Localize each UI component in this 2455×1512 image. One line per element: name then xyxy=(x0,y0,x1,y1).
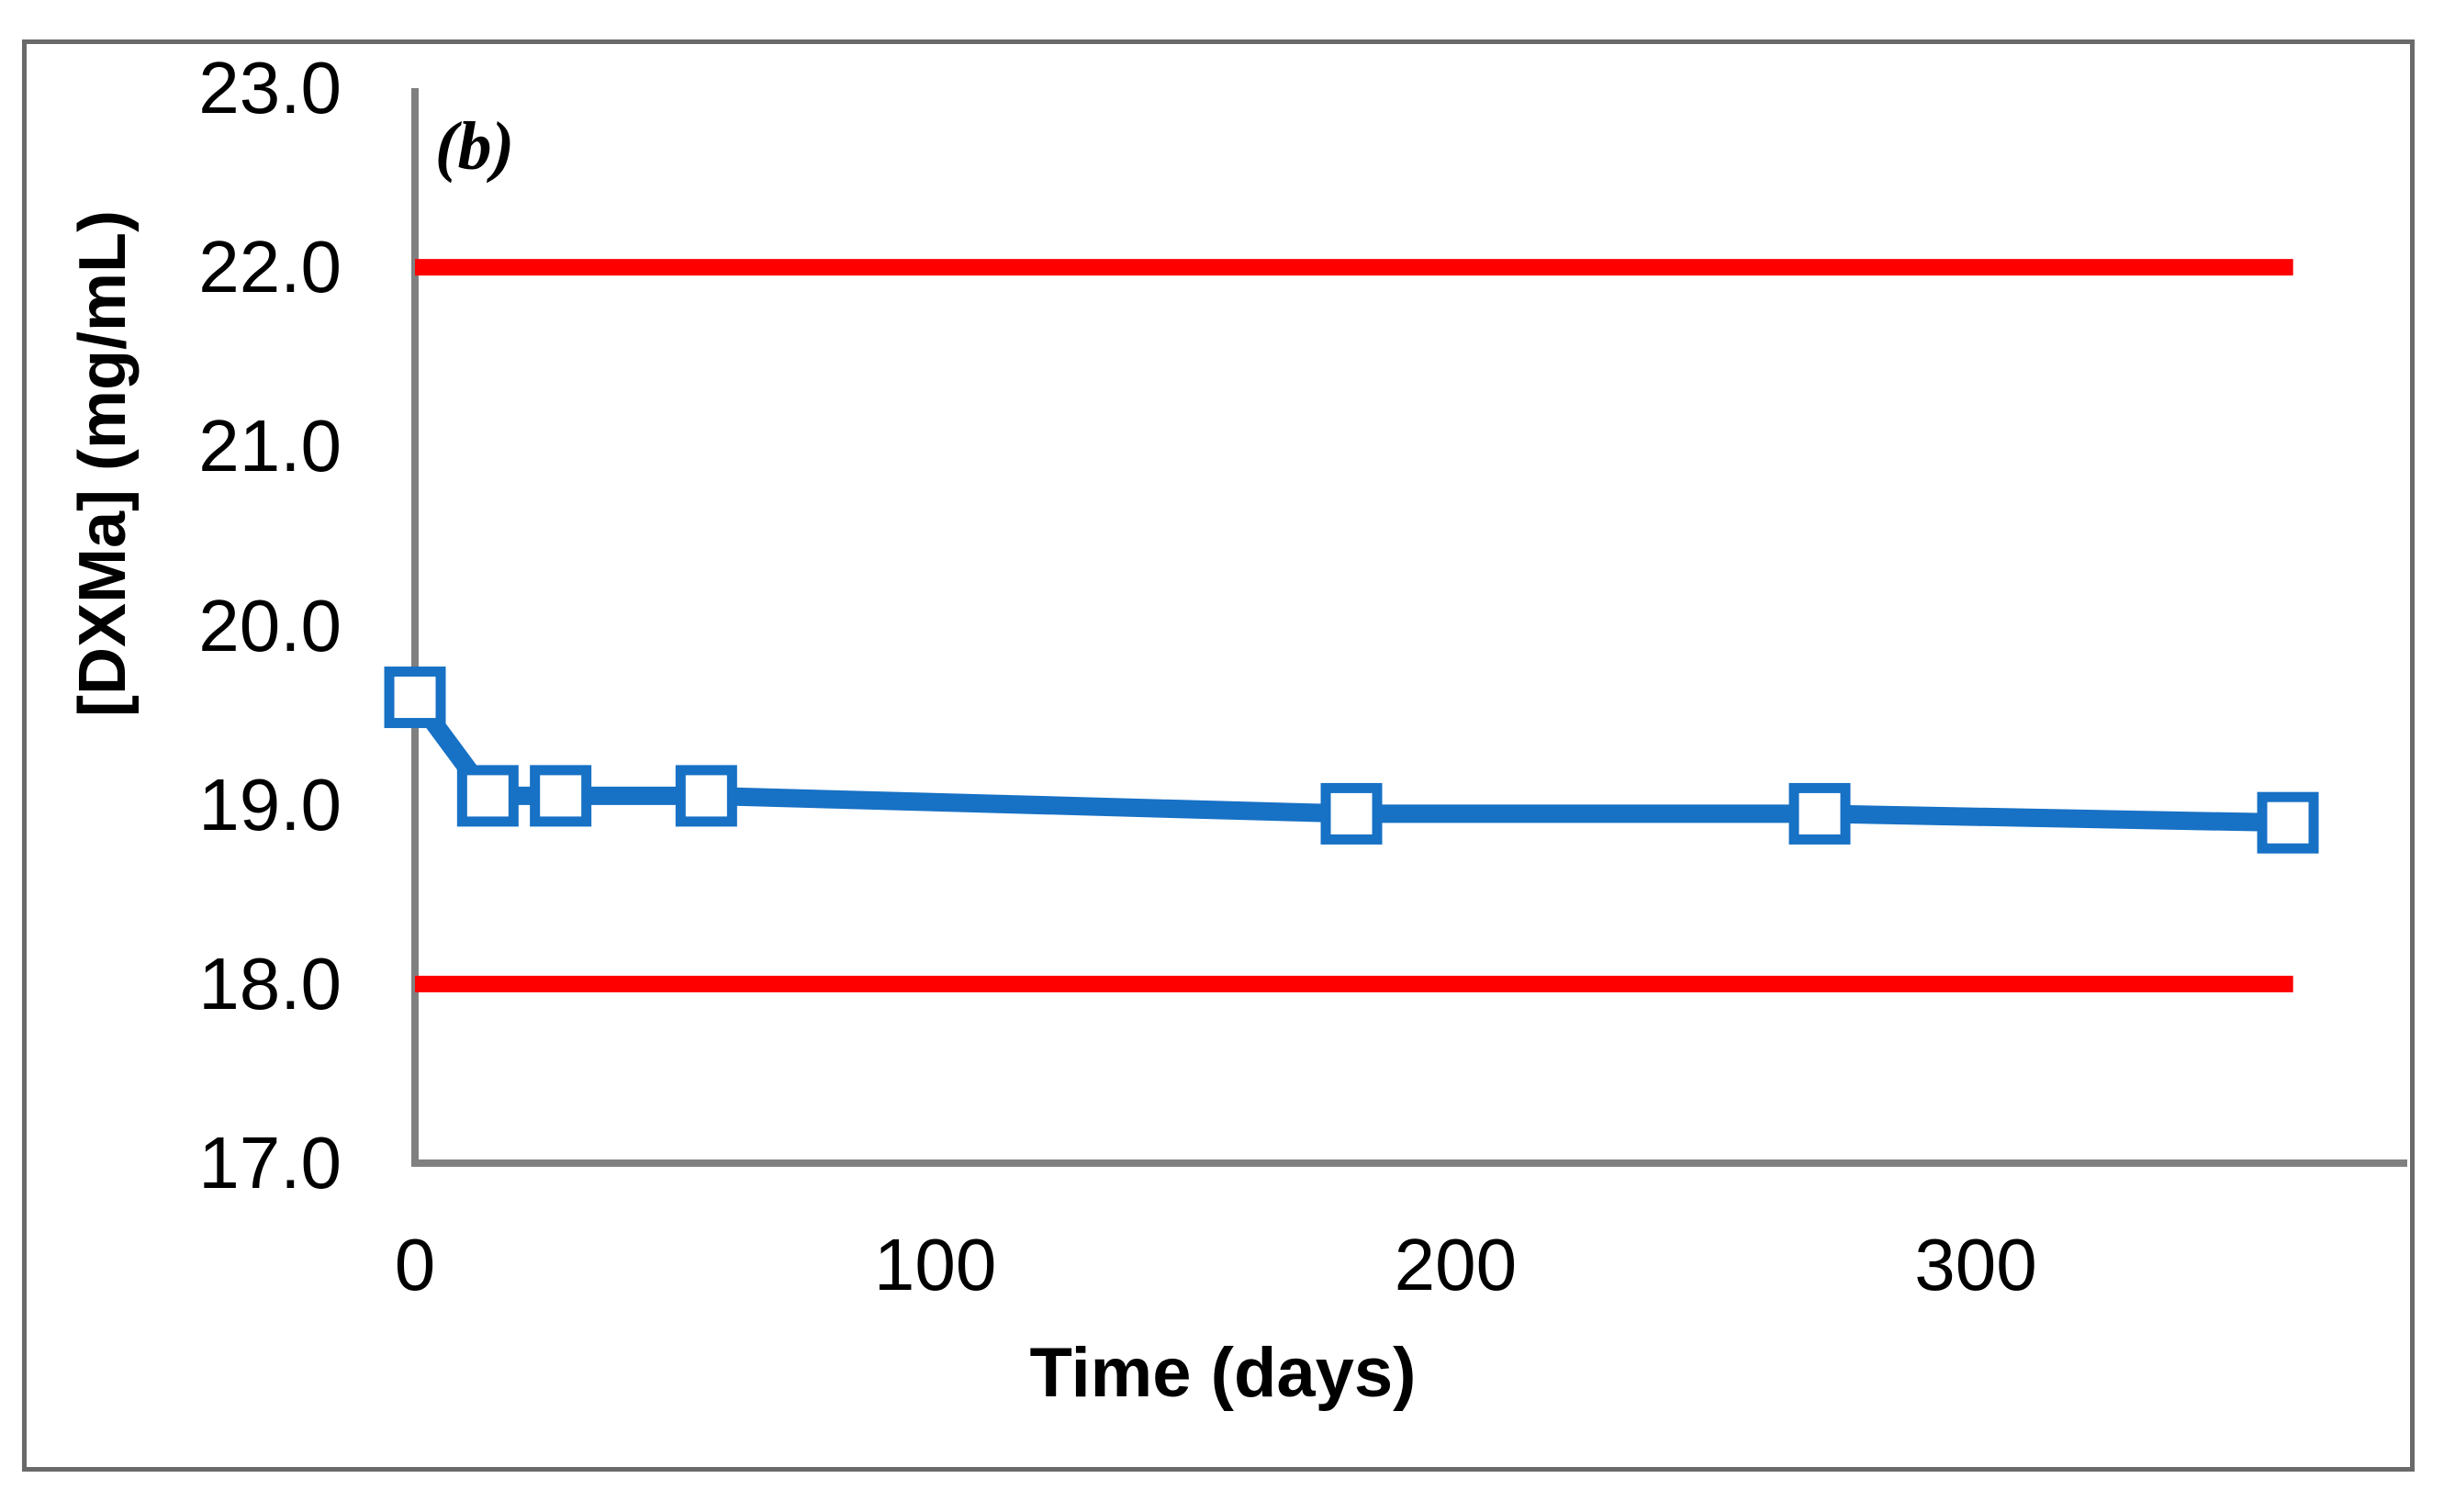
data-point-marker xyxy=(530,765,592,827)
data-point-marker xyxy=(2257,791,2319,854)
panel-label: (b) xyxy=(434,108,515,185)
y-tick-label: 18.0 xyxy=(198,942,342,1025)
x-tick-label: 200 xyxy=(1394,1224,1518,1305)
data-point-marker xyxy=(384,666,446,729)
y-tick-label: 17.0 xyxy=(198,1122,342,1204)
y-tick-label: 20.0 xyxy=(198,584,342,666)
x-tick-label: 100 xyxy=(873,1224,997,1305)
x-tick-label: 300 xyxy=(1914,1224,2037,1305)
y-tick-label: 19.0 xyxy=(198,763,342,846)
data-point-marker xyxy=(1320,782,1383,845)
data-point-marker xyxy=(675,765,737,827)
y-tick-label: 21.0 xyxy=(198,405,342,487)
figure-border-frame xyxy=(22,39,2415,1472)
data-point-marker xyxy=(456,765,519,827)
x-tick-label: 0 xyxy=(394,1224,436,1305)
y-tick-label: 23.0 xyxy=(198,47,342,129)
y-tick-label: 22.0 xyxy=(198,226,342,308)
x-axis-title: Time (days) xyxy=(1029,1334,1417,1412)
data-point-marker xyxy=(1788,782,1851,845)
